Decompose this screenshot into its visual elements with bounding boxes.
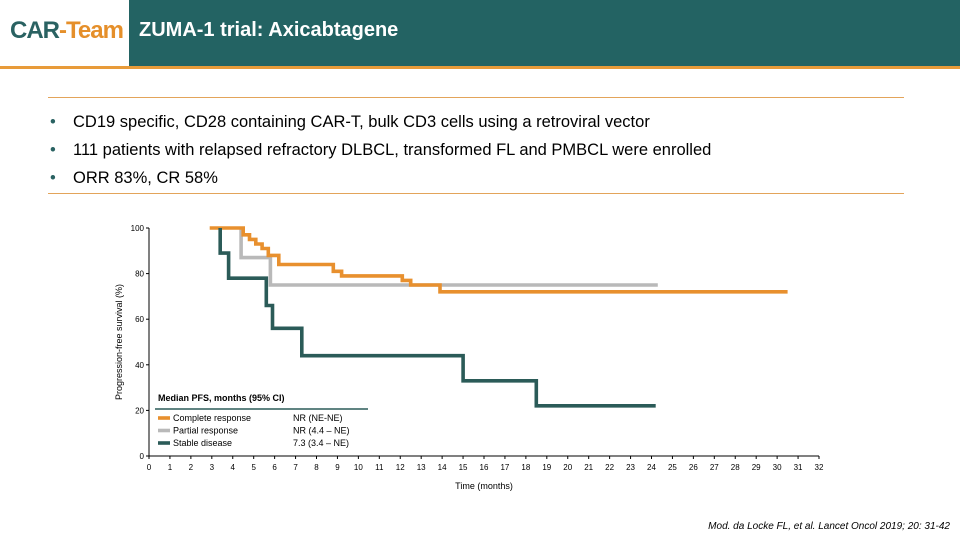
bullet-text: CD19 specific, CD28 containing CAR-T, bu… [73,113,650,131]
y-tick-label: 80 [135,270,144,279]
bullet-dot: • [50,169,56,187]
y-tick-label: 40 [135,361,144,370]
x-tick-label: 9 [335,463,340,472]
x-tick-label: 29 [752,463,761,472]
x-tick-label: 32 [815,463,824,472]
x-tick-label: 1 [168,463,173,472]
x-tick-label: 24 [647,463,656,472]
x-tick-label: 30 [773,463,782,472]
x-tick-label: 20 [563,463,572,472]
x-tick-label: 25 [668,463,677,472]
y-tick-label: 60 [135,315,144,324]
bullet-text: ORR 83%, CR 58% [73,169,218,187]
logo-text: CAR-Team [10,17,124,45]
legend-value: 7.3 (3.4 – NE) [293,438,349,448]
x-tick-label: 10 [354,463,363,472]
page-title: ZUMA-1 trial: Axicabtagene [139,19,399,41]
x-tick-label: 22 [605,463,614,472]
top-divider [48,97,904,98]
x-tick-label: 7 [293,463,298,472]
legend-label: Complete response [173,413,251,423]
bullet-item: • CD19 specific, CD28 containing CAR-T, b… [48,108,711,136]
x-tick-label: 8 [314,463,319,472]
x-tick-label: 11 [375,463,384,472]
x-tick-label: 3 [210,463,215,472]
legend-value: NR (4.4 – NE) [293,426,350,436]
header-bar: ZUMA-1 trial: Axicabtagene [129,0,960,66]
logo-part-team: -Team [59,17,124,44]
x-tick-label: 31 [794,463,803,472]
x-tick-label: 4 [231,463,236,472]
series-line-stable-disease [218,228,656,408]
bullet-text: 111 patients with relapsed refractory DL… [73,141,712,159]
y-axis-label: Progression-free survival (%) [114,284,124,400]
legend-title: Median PFS, months (95% CI) [158,393,285,403]
legend-label: Partial response [173,426,238,436]
bullet-item: • 111 patients with relapsed refractory D… [48,136,711,164]
x-axis-label: Time (months) [455,481,513,491]
bullet-dot: • [50,141,56,159]
bottom-divider [48,193,904,194]
x-tick-label: 6 [272,463,277,472]
x-tick-label: 27 [710,463,719,472]
logo: CAR-Team [0,0,129,66]
x-tick-label: 14 [438,463,447,472]
legend-value: NR (NE-NE) [293,413,343,423]
bullet-dot: • [50,113,56,131]
y-tick-label: 100 [131,224,145,233]
y-tick-label: 20 [135,406,144,415]
series-line-partial-response [239,228,658,287]
x-tick-label: 18 [521,463,530,472]
bullet-item: • ORR 83%, CR 58% [48,164,711,192]
x-tick-label: 16 [480,463,489,472]
x-tick-label: 17 [500,463,509,472]
x-tick-label: 23 [626,463,635,472]
x-tick-label: 26 [689,463,698,472]
x-tick-label: 0 [147,463,152,472]
x-tick-label: 15 [459,463,468,472]
series-line-complete-response [209,226,788,294]
x-tick-label: 21 [584,463,593,472]
y-tick-label: 0 [140,452,145,461]
x-tick-label: 13 [417,463,426,472]
x-tick-label: 19 [542,463,551,472]
logo-part-car: CAR [10,17,60,44]
x-tick-label: 2 [189,463,194,472]
bullet-list: • CD19 specific, CD28 containing CAR-T, b… [48,108,711,192]
x-tick-label: 28 [731,463,740,472]
x-tick-label: 12 [396,463,405,472]
header-accent-line [0,66,960,69]
legend-label: Stable disease [173,438,232,448]
x-tick-label: 5 [251,463,256,472]
citation: Mod. da Locke FL, et al. Lancet Oncol 20… [708,521,950,532]
